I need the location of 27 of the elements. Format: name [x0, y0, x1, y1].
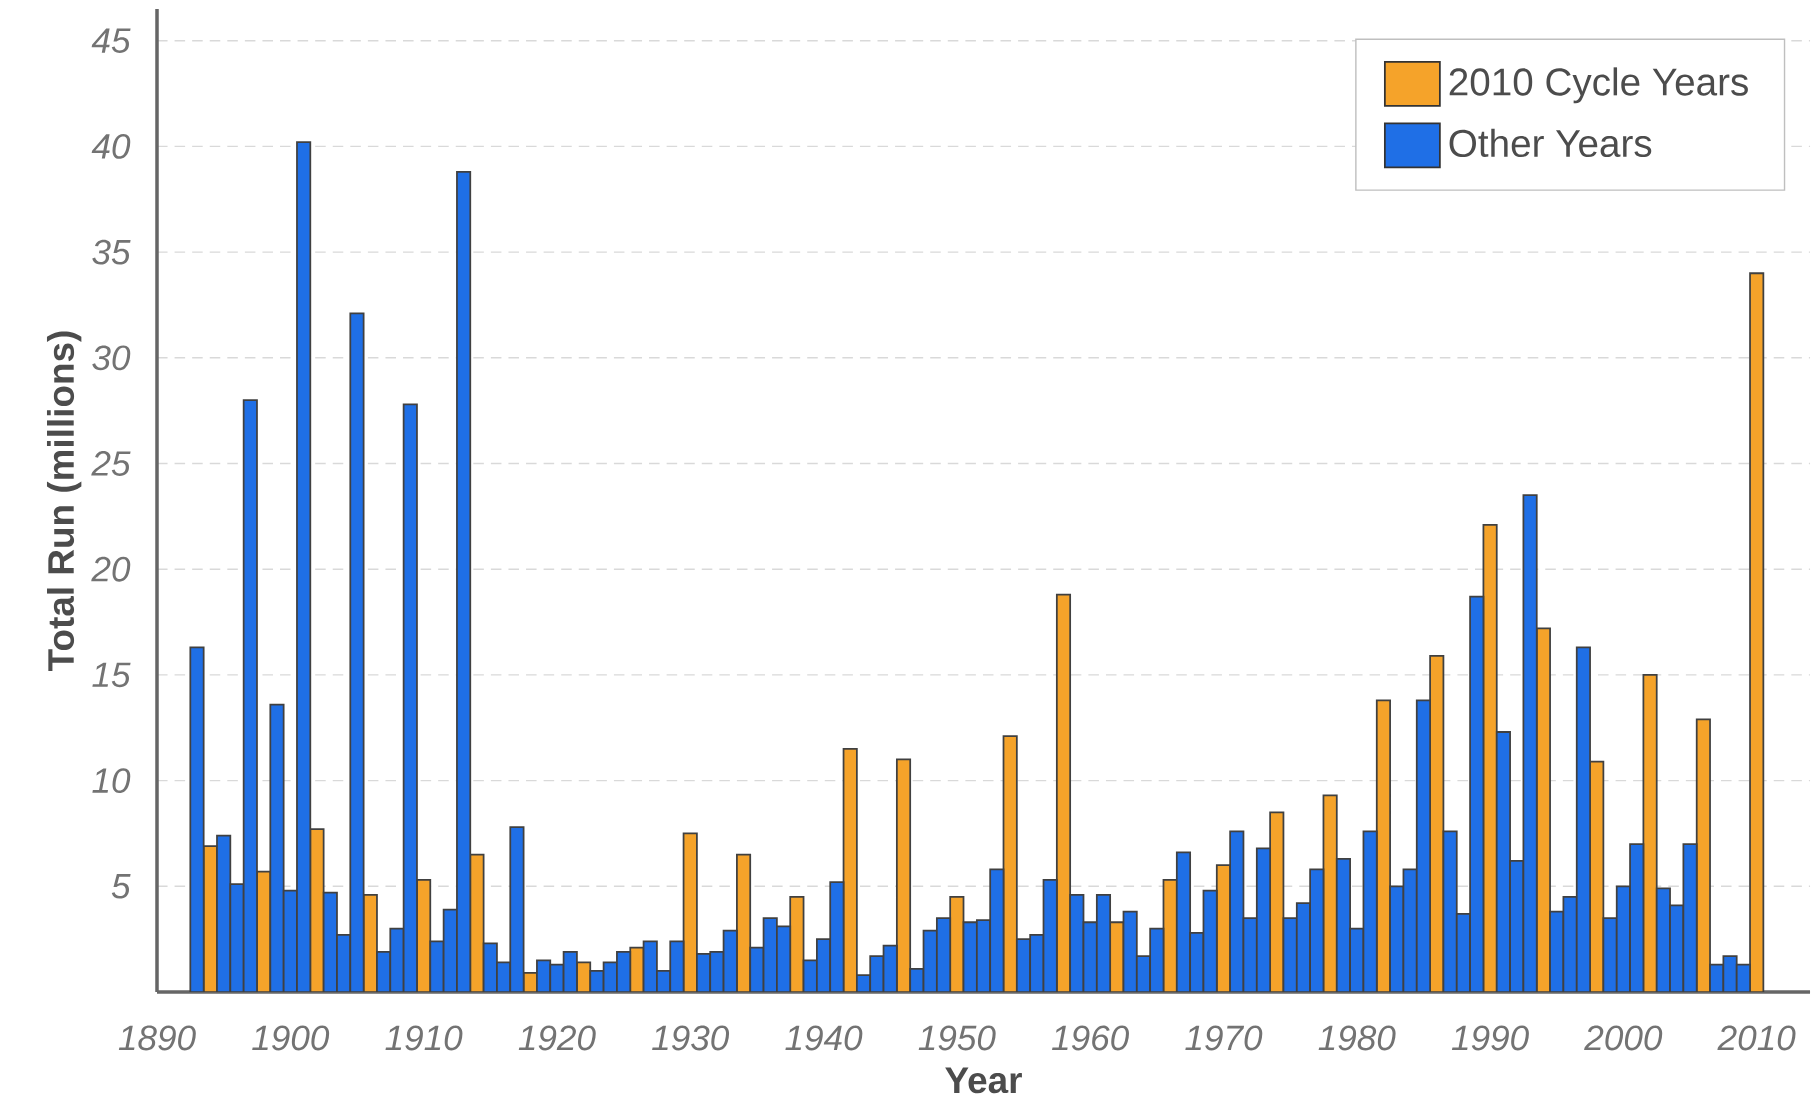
y-tick-label: 45	[91, 28, 131, 53]
y-tick-label: 40	[91, 134, 131, 159]
x-tick-label: 1910	[385, 1025, 463, 1051]
y-tick-label: 20	[91, 556, 131, 582]
x-tick-label: 1890	[118, 1025, 196, 1051]
x-tick-label: 1980	[1318, 1025, 1396, 1051]
x-tick-label: 1900	[252, 1025, 330, 1051]
x-tick-label: 1950	[918, 1025, 996, 1051]
x-tick-label: 1970	[1185, 1025, 1263, 1051]
x-tick-label: 2010	[1717, 1025, 1796, 1051]
x-tick-label: 1990	[1451, 1025, 1529, 1051]
x-tick-label: 1920	[518, 1025, 596, 1051]
y-tick-label: 10	[92, 768, 131, 794]
bar	[1482, 523, 1498, 993]
x-tick-label: 1960	[1052, 1025, 1129, 1051]
legend-label: 2010 Cycle Years	[1449, 67, 1748, 104]
y-tick-label: 15	[92, 662, 131, 688]
legend-label: Other Years	[1449, 128, 1652, 158]
y-tick-label: 30	[92, 345, 131, 371]
y-tick-label: 25	[91, 451, 131, 476]
y-tick-label: 5	[111, 874, 131, 899]
x-axis-title: Year	[945, 1067, 1022, 1094]
y-axis-title: Total Run (millions)	[46, 331, 82, 671]
y-tick-label: 35	[92, 239, 131, 265]
x-tick-label: 1930	[652, 1025, 730, 1051]
x-tick-label: 2000	[1584, 1025, 1663, 1051]
x-tick-label: 1940	[785, 1025, 863, 1051]
